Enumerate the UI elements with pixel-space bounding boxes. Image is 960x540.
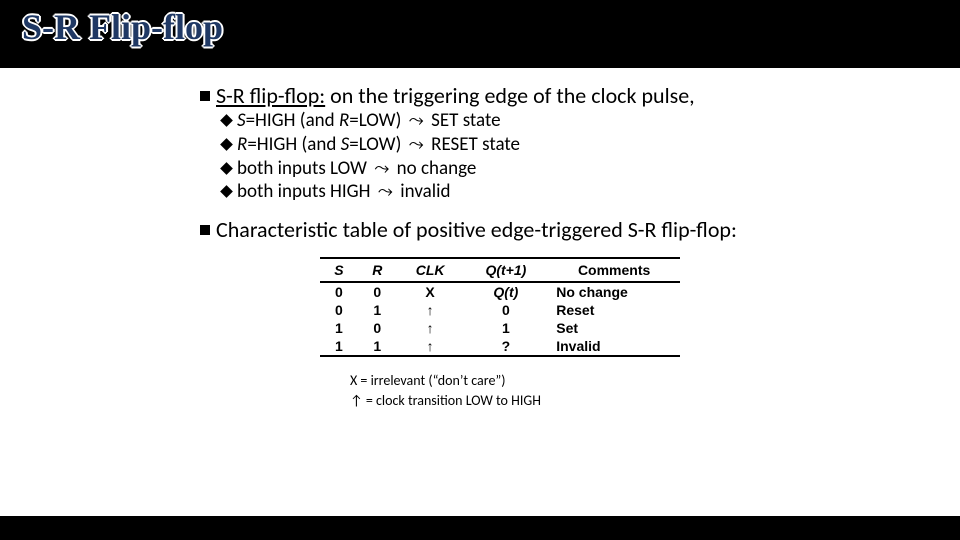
footer-bar xyxy=(0,516,960,540)
th-s: S xyxy=(320,258,358,282)
diamond-bullet-icon xyxy=(220,138,233,151)
th-comments: Comments xyxy=(548,258,680,282)
sub-bullet: S=HIGH (and R=LOW) ⤳ SET state xyxy=(222,109,940,133)
legend-line-1: X = irrelevant (“don’t care”) xyxy=(350,371,940,391)
table-row: 11↑?Invalid xyxy=(320,337,680,356)
up-arrow-icon: ↑ xyxy=(350,392,363,409)
sub-text: both inputs LOW ⤳ no change xyxy=(237,157,476,181)
bullet-1-rest: on the triggering edge of the clock puls… xyxy=(325,82,695,109)
arrow-icon: ⤳ xyxy=(371,158,392,179)
td-s: 0 xyxy=(320,282,358,301)
sub-text: R=HIGH (and S=LOW) ⤳ RESET state xyxy=(237,133,520,157)
td-r: 1 xyxy=(358,301,397,319)
td-r: 1 xyxy=(358,337,397,356)
td-comments: Invalid xyxy=(548,337,680,356)
bullet-2-text: Characteristic table of positive edge-tr… xyxy=(216,216,737,243)
bullet-1-underlined: S-R flip-flop: xyxy=(216,82,325,109)
td-comments: Reset xyxy=(548,301,680,319)
bullet-1-text: S-R flip-flop: on the triggering edge of… xyxy=(216,82,695,109)
td-s: 1 xyxy=(320,337,358,356)
slide-title: S-R Flip-flop xyxy=(22,6,223,48)
sub-bullet: both inputs HIGH ⤳ invalid xyxy=(222,180,940,204)
legend-line-2: ↑ = clock transition LOW to HIGH xyxy=(350,391,940,411)
table-row: 10↑1Set xyxy=(320,319,680,337)
td-q: 0 xyxy=(463,301,548,319)
sub-text: both inputs HIGH ⤳ invalid xyxy=(237,180,450,204)
th-clk: CLK xyxy=(397,258,464,282)
td-clk: ↑ xyxy=(397,337,464,356)
td-q: Q(t) xyxy=(463,282,548,301)
td-clk: X xyxy=(397,282,464,301)
table-legend: X = irrelevant (“don’t care”) ↑ = clock … xyxy=(350,371,940,410)
td-s: 0 xyxy=(320,301,358,319)
bullet-2: Characteristic table of positive edge-tr… xyxy=(200,216,840,243)
square-bullet-icon xyxy=(200,225,210,235)
sub-bullet: both inputs LOW ⤳ no change xyxy=(222,157,940,181)
td-clk: ↑ xyxy=(397,301,464,319)
diamond-bullet-icon xyxy=(220,185,233,198)
table-header-row: S R CLK Q(t+1) Comments xyxy=(320,258,680,282)
sub-bullet: R=HIGH (and S=LOW) ⤳ RESET state xyxy=(222,133,940,157)
td-clk: ↑ xyxy=(397,319,464,337)
diamond-bullet-icon xyxy=(220,162,233,175)
table-row: 01↑0Reset xyxy=(320,301,680,319)
arrow-icon: ⤳ xyxy=(375,181,396,202)
td-s: 1 xyxy=(320,319,358,337)
sub-text: S=HIGH (and R=LOW) ⤳ SET state xyxy=(237,109,501,133)
title-bar: S-R Flip-flop xyxy=(0,0,960,68)
diamond-bullet-icon xyxy=(220,114,233,127)
td-r: 0 xyxy=(358,282,397,301)
td-q: 1 xyxy=(463,319,548,337)
content-area: S-R flip-flop: on the triggering edge of… xyxy=(0,68,960,516)
td-r: 0 xyxy=(358,319,397,337)
slide: S-R Flip-flop S-R flip-flop: on the trig… xyxy=(0,0,960,540)
td-q: ? xyxy=(463,337,548,356)
td-comments: Set xyxy=(548,319,680,337)
arrow-icon: ⤳ xyxy=(406,110,427,131)
th-q: Q(t+1) xyxy=(463,258,548,282)
th-r: R xyxy=(358,258,397,282)
square-bullet-icon xyxy=(200,91,210,101)
bullet-1: S-R flip-flop: on the triggering edge of… xyxy=(200,82,940,109)
arrow-icon: ⤳ xyxy=(406,134,427,155)
sub-bullets: S=HIGH (and R=LOW) ⤳ SET state R=HIGH (a… xyxy=(222,109,940,204)
table-row: 00XQ(t)No change xyxy=(320,282,680,301)
table: S R CLK Q(t+1) Comments 00XQ(t)No change… xyxy=(320,257,680,357)
td-comments: No change xyxy=(548,282,680,301)
characteristic-table: S R CLK Q(t+1) Comments 00XQ(t)No change… xyxy=(320,257,680,357)
